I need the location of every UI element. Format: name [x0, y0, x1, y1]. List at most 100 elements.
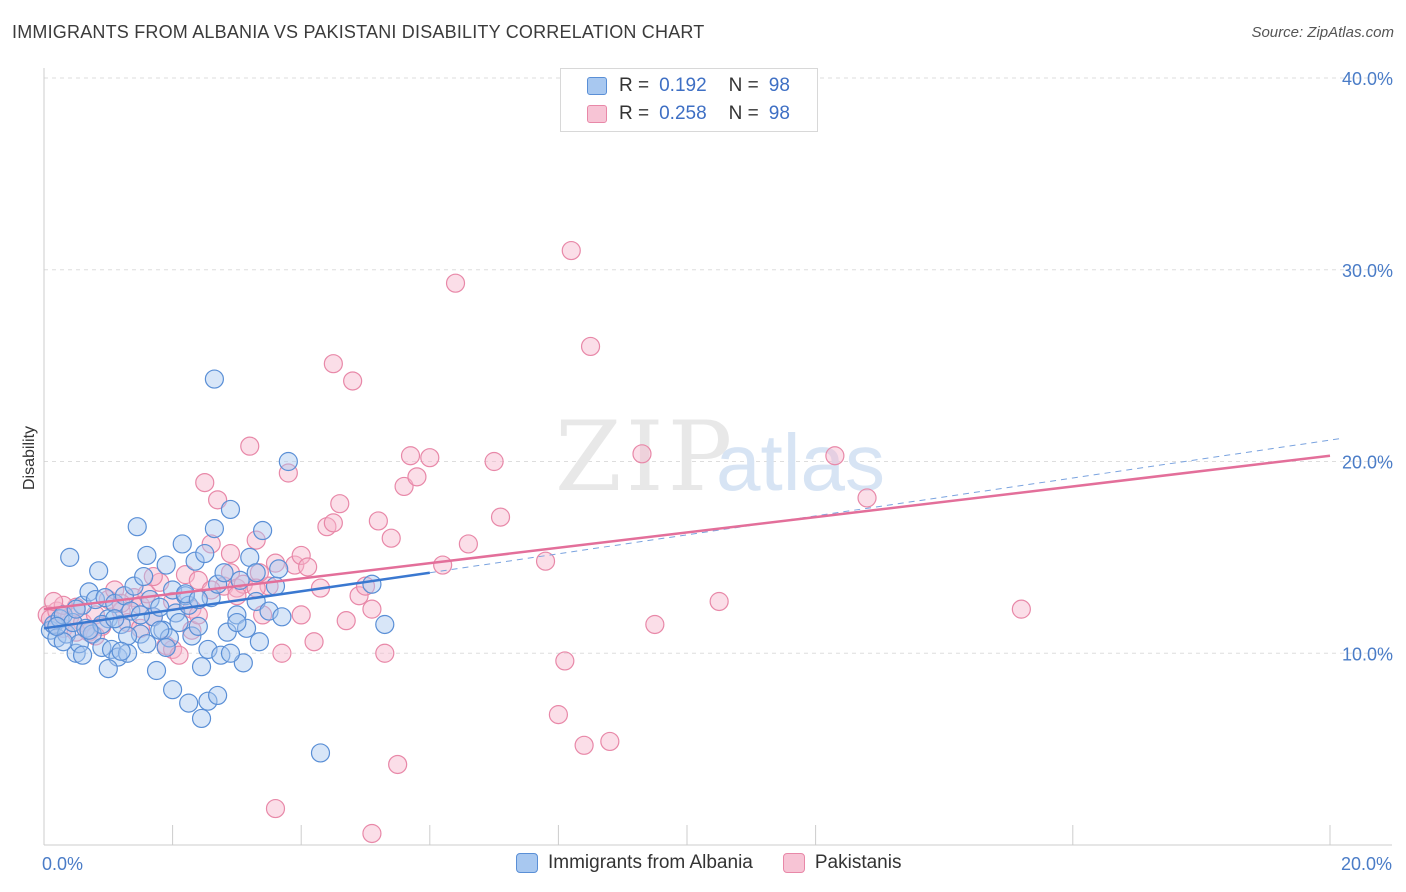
point-albania	[198, 691, 218, 711]
point-pakistanis	[291, 605, 311, 625]
grid	[44, 77, 1392, 654]
point-albania	[150, 620, 170, 640]
trend-albania	[43, 571, 430, 630]
legend-r-label: R =	[619, 75, 650, 96]
point-albania	[188, 616, 208, 637]
legend-row-pakistanis: R = 0.258 N = 98	[587, 102, 790, 126]
watermark-atlas: atlas	[716, 418, 885, 507]
point-pakistanis	[407, 467, 427, 487]
point-pakistanis	[265, 798, 286, 819]
watermark-zip: ZIP	[555, 401, 736, 513]
point-albania	[182, 626, 202, 646]
point-pakistanis	[336, 611, 356, 631]
point-albania	[204, 369, 224, 389]
point-albania	[191, 708, 212, 729]
y-tick-label: 30.0%	[1342, 261, 1393, 281]
point-albania	[227, 612, 247, 633]
point-albania	[191, 657, 212, 677]
point-albania	[227, 605, 247, 625]
legend-n-value: 98	[768, 103, 790, 124]
bottom-legend-pakistanis: Pakistanis	[782, 852, 902, 874]
point-pakistanis	[343, 371, 363, 391]
legend-n-value: 98	[768, 75, 790, 96]
point-albania	[272, 607, 292, 627]
point-albania	[124, 576, 144, 596]
y-tick-label: 40.0%	[1342, 69, 1393, 89]
bottom-swatch-pakistanis	[782, 853, 805, 873]
point-pakistanis	[600, 731, 620, 752]
tick-labels: 10.0% 20.0% 30.0% 40.0% 0.0% 20.0%	[42, 69, 1393, 874]
point-pakistanis	[208, 490, 228, 510]
point-albania	[217, 622, 237, 642]
point-albania	[172, 534, 192, 554]
point-albania	[310, 743, 331, 763]
point-pakistanis	[458, 534, 478, 554]
point-albania	[185, 551, 205, 571]
point-pakistanis	[362, 599, 382, 619]
point-albania	[127, 517, 147, 537]
x-tick-label: 0.0%	[42, 854, 83, 874]
legend-r-value: 0.258	[659, 103, 707, 124]
point-pakistanis	[394, 476, 414, 497]
bottom-swatch-albania	[516, 853, 538, 873]
point-albania	[214, 563, 234, 583]
point-albania	[220, 499, 241, 520]
point-albania	[179, 693, 199, 713]
point-pakistanis	[349, 586, 369, 606]
point-albania	[278, 451, 298, 472]
point-pakistanis	[1011, 599, 1031, 619]
point-albania	[246, 563, 266, 583]
point-albania	[169, 612, 189, 633]
source-label: Source: ZipAtlas.com	[1251, 24, 1394, 41]
point-pakistanis	[484, 451, 504, 472]
point-pakistanis	[561, 240, 581, 261]
point-pakistanis	[291, 545, 311, 566]
point-albania	[375, 614, 395, 635]
point-albania	[101, 639, 122, 660]
point-albania	[208, 685, 228, 706]
series-albania	[40, 369, 395, 763]
legend-n-label: N =	[728, 103, 759, 124]
point-albania	[60, 547, 80, 567]
point-pakistanis	[362, 823, 382, 844]
chart-title: IMMIGRANTS FROM ALBANIA VS PAKISTANI DIS…	[12, 22, 705, 42]
point-albania	[137, 545, 157, 566]
legend-row-albania: R = 0.192 N = 98	[587, 74, 790, 98]
bottom-legend: Immigrants from Albania Pakistanis	[516, 852, 931, 874]
point-albania	[146, 660, 167, 681]
point-pakistanis	[323, 513, 343, 533]
point-pakistanis	[580, 336, 601, 357]
point-albania	[236, 618, 257, 638]
point-albania	[195, 543, 215, 564]
point-pakistanis	[388, 754, 408, 775]
point-albania	[89, 561, 109, 581]
point-albania	[134, 566, 154, 587]
legend-n-label: N =	[728, 75, 759, 96]
point-pakistanis	[188, 570, 208, 590]
y-axis-label: Disability	[21, 426, 38, 490]
legend-swatch-pakistanis	[587, 105, 607, 123]
point-pakistanis	[265, 553, 286, 573]
point-pakistanis	[574, 735, 594, 755]
point-pakistanis	[272, 643, 292, 663]
y-tick-label: 10.0%	[1342, 644, 1393, 664]
point-pakistanis	[298, 557, 318, 577]
point-albania	[156, 555, 176, 575]
legend-r-value: 0.192	[659, 75, 707, 96]
point-pakistanis	[201, 534, 221, 554]
y-tick-label: 20.0%	[1342, 453, 1393, 473]
point-pakistanis	[195, 472, 215, 493]
point-albania	[105, 593, 125, 613]
point-albania	[66, 599, 86, 619]
point-albania	[253, 520, 273, 541]
point-pakistanis	[246, 530, 266, 550]
point-pakistanis	[420, 448, 440, 468]
point-albania	[204, 519, 224, 539]
bottom-label-pakistanis: Pakistanis	[814, 852, 902, 873]
point-pakistanis	[490, 507, 511, 527]
point-pakistanis	[400, 446, 421, 466]
point-albania	[98, 658, 118, 679]
point-pakistanis	[645, 614, 665, 635]
point-pakistanis	[548, 705, 569, 725]
